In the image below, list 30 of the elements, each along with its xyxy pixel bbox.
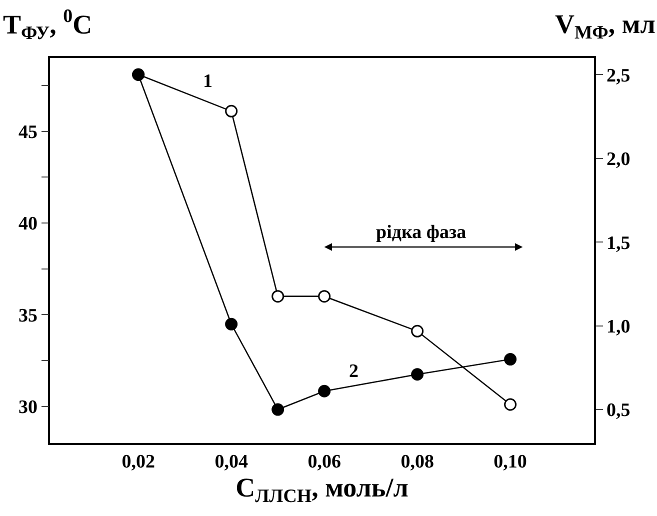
point xyxy=(504,398,517,411)
y2-tick-label: 2,0 xyxy=(606,149,630,170)
x-tick-label: 0,08 xyxy=(400,452,434,473)
point xyxy=(504,353,517,366)
y-tick-label: 45 xyxy=(18,122,38,143)
point xyxy=(272,290,284,303)
y2-tick-label: 1,5 xyxy=(606,232,630,254)
point xyxy=(225,104,238,118)
y-axis-title: T$_{ФУ}$, $^{0}$C xyxy=(3,6,92,44)
annotation: рідка фаза xyxy=(376,222,467,243)
y2-axis-title: V$_{МФ}$, мл xyxy=(555,9,656,44)
x-axis-title: C$_{ЛЛСН}$, моль/л xyxy=(236,472,408,508)
y-tick-label: 40 xyxy=(18,214,38,235)
annotation: 1 xyxy=(203,71,212,92)
point xyxy=(225,318,238,330)
point xyxy=(411,324,424,338)
y-tick-label: 35 xyxy=(18,305,38,326)
y2-tick-label: 1,0 xyxy=(606,316,630,338)
x-tick-label: 0,02 xyxy=(122,452,155,473)
x-tick-label: 0,06 xyxy=(308,452,341,473)
x-tick-label: 0,10 xyxy=(494,452,527,473)
point xyxy=(411,368,424,381)
x-tick-label: 0,04 xyxy=(214,452,248,473)
y-tick-label: 30 xyxy=(18,396,38,418)
point xyxy=(318,384,331,398)
point xyxy=(318,290,331,303)
point xyxy=(272,403,284,416)
y2-tick-label: 2,5 xyxy=(606,65,630,86)
y2-tick-label: 0,5 xyxy=(606,400,630,422)
annotation: 2 xyxy=(349,361,358,382)
